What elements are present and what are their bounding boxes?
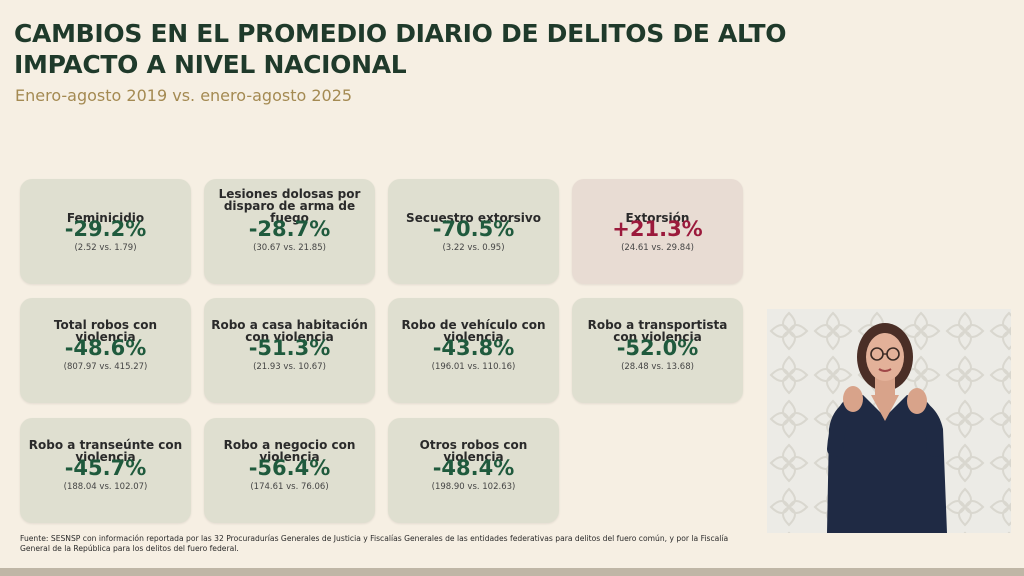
stat-percentage: +21.3% <box>612 217 703 241</box>
stat-label: Robo de vehículo con violencia <box>401 318 546 344</box>
stat-values: (198.90 vs. 102.63) <box>431 482 516 492</box>
stat-values: (188.04 vs. 102.07) <box>63 482 148 492</box>
stat-card: Robo a casa habitación con violencia -51… <box>204 298 375 403</box>
stat-percentage: -48.4% <box>432 456 515 480</box>
stat-card: Robo a transportista con violencia -52.0… <box>572 298 743 403</box>
source-footnote: Fuente: SESNSP con información reportada… <box>20 534 729 553</box>
sign-language-interpreter-video <box>767 309 1011 533</box>
stat-label: Total robos con violencia <box>53 318 158 344</box>
stat-card: Robo de vehículo con violencia -43.8% (1… <box>388 298 559 403</box>
stat-card-increase: Extorsión +21.3% (24.61 vs. 29.84) <box>572 179 743 284</box>
stat-card: Lesiones dolosas por disparo de arma de … <box>204 179 375 284</box>
stat-label: Robo a negocio con violencia <box>223 438 356 464</box>
stat-label: Extorsión <box>625 211 690 225</box>
stat-values: (24.61 vs. 29.84) <box>621 243 694 253</box>
stat-label: Feminicidio <box>66 211 145 225</box>
stat-label: Robo a casa habitación con violencia <box>211 318 368 344</box>
stat-card: Total robos con violencia -48.6% (807.97… <box>20 298 191 403</box>
stat-percentage: -28.7% <box>248 217 331 241</box>
stat-percentage: -56.4% <box>248 456 331 480</box>
stat-label: Robo a transportista con violencia <box>587 318 728 344</box>
page-title: CAMBIOS EN EL PROMEDIO DIARIO DE DELITOS… <box>14 19 787 79</box>
stat-label: Lesiones dolosas por disparo de arma de … <box>218 187 361 225</box>
stat-label: Secuestro extorsivo <box>406 211 541 225</box>
stat-label: Otros robos con violencia <box>419 438 528 464</box>
stat-card: Robo a negocio con violencia -56.4% (174… <box>204 418 375 523</box>
stat-percentage: -51.3% <box>248 336 331 360</box>
stat-values: (2.52 vs. 1.79) <box>74 243 137 253</box>
stat-values: (28.48 vs. 13.68) <box>621 362 694 372</box>
stat-percentage: -70.5% <box>432 217 515 241</box>
stat-card: Secuestro extorsivo -70.5% (3.22 vs. 0.9… <box>388 179 559 284</box>
stat-values: (807.97 vs. 415.27) <box>63 362 148 372</box>
stat-percentage: -45.7% <box>64 456 147 480</box>
stat-percentage: -48.6% <box>64 336 147 360</box>
stat-card: Otros robos con violencia -48.4% (198.90… <box>388 418 559 523</box>
stat-percentage: -52.0% <box>616 336 699 360</box>
interpreter-figure-icon <box>767 309 1011 533</box>
stat-values: (30.67 vs. 21.85) <box>253 243 326 253</box>
stat-card: Robo a transeúnte con violencia -45.7% (… <box>20 418 191 523</box>
stat-values: (174.61 vs. 76.06) <box>250 482 329 492</box>
bottom-bar <box>0 568 1024 576</box>
stat-card: Feminicidio -29.2% (2.52 vs. 1.79) <box>20 179 191 284</box>
stat-percentage: -43.8% <box>432 336 515 360</box>
stat-values: (196.01 vs. 110.16) <box>431 362 516 372</box>
stat-label: Robo a transeúnte con violencia <box>28 438 183 464</box>
stat-percentage: -29.2% <box>64 217 147 241</box>
stat-values: (21.93 vs. 10.67) <box>253 362 326 372</box>
stat-values: (3.22 vs. 0.95) <box>442 243 505 253</box>
page-subtitle: Enero-agosto 2019 vs. enero-agosto 2025 <box>15 86 353 105</box>
